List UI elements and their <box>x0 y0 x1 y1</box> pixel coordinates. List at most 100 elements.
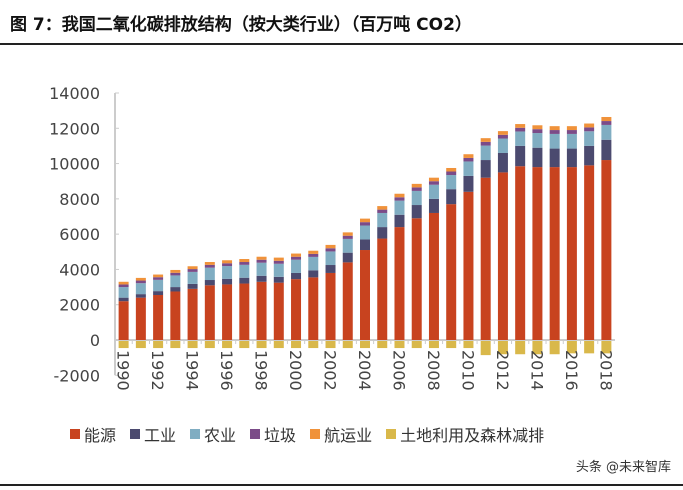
bar-segment-土地利用及森林减排 <box>394 341 405 349</box>
bar-segment-航运业 <box>549 126 560 131</box>
bar-segment-能源 <box>118 301 129 340</box>
bar-segment-土地利用及森林减排 <box>135 341 146 349</box>
title-rule <box>0 43 683 45</box>
bar-segment-能源 <box>325 272 336 340</box>
bar-segment-工业 <box>601 139 612 161</box>
bar-segment-工业 <box>153 291 164 296</box>
y-tick-label: 2000 <box>59 296 100 315</box>
y-tick-label: 12000 <box>49 119 100 138</box>
bar-segment-能源 <box>463 191 474 340</box>
bar-segment-航运业 <box>428 177 439 182</box>
bar-segment-农业 <box>515 131 526 146</box>
bar-segment-能源 <box>273 282 284 340</box>
bar-segment-工业 <box>342 252 353 263</box>
bar-segment-航运业 <box>222 260 233 264</box>
bar-segment-土地利用及森林减排 <box>118 341 129 349</box>
bar-segment-土地利用及森林减排 <box>566 341 577 354</box>
bar-segment-农业 <box>532 133 543 148</box>
bar-segment-工业 <box>325 265 336 273</box>
bar-segment-农业 <box>394 200 405 215</box>
bar-segment-能源 <box>584 165 595 340</box>
bar-segment-能源 <box>515 166 526 340</box>
bar-segment-能源 <box>360 250 370 340</box>
bar-segment-土地利用及森林减排 <box>497 341 508 355</box>
bar-segment-垃圾 <box>394 197 405 201</box>
x-tick-label: 1996 <box>217 350 236 391</box>
bar-segment-航运业 <box>463 154 474 158</box>
bar-segment-工业 <box>463 175 474 192</box>
bar-segment-工业 <box>273 276 284 283</box>
x-tick-label: 1990 <box>114 350 133 391</box>
bar-segment-能源 <box>497 172 508 340</box>
legend-swatch <box>190 429 201 439</box>
y-tick-label: 8000 <box>59 190 100 209</box>
bar-segment-工业 <box>204 280 215 286</box>
bar-segment-能源 <box>480 177 491 340</box>
bar-segment-工业 <box>222 278 233 285</box>
bar-segment-农业 <box>446 175 457 190</box>
bar-segment-农业 <box>170 275 181 288</box>
bar-segment-工业 <box>394 214 405 228</box>
bar-segment-土地利用及森林减排 <box>515 341 526 355</box>
bar-segment-能源 <box>549 167 560 340</box>
bar-segment-垃圾 <box>325 248 336 252</box>
bar-segment-工业 <box>428 198 439 213</box>
y-tick-label: 14000 <box>49 84 100 103</box>
bar-segment-能源 <box>342 262 353 340</box>
bar-segment-能源 <box>135 297 146 340</box>
bar-segment-垃圾 <box>584 127 595 132</box>
bar-segment-工业 <box>187 283 198 289</box>
bar-segment-航运业 <box>480 138 491 142</box>
bar-segment-垃圾 <box>256 259 267 263</box>
bar-segment-农业 <box>187 271 198 284</box>
bar-segment-能源 <box>566 167 577 340</box>
bar-segment-能源 <box>187 288 198 340</box>
bar-segment-土地利用及森林减排 <box>549 341 560 355</box>
bar-segment-农业 <box>428 184 439 199</box>
bar-segment-农业 <box>480 145 491 161</box>
bar-segment-农业 <box>549 133 560 149</box>
bar-segment-工业 <box>118 297 129 302</box>
bottom-rule <box>0 484 683 486</box>
bar-segment-土地利用及森林减排 <box>360 341 370 349</box>
bar-segment-垃圾 <box>118 284 129 288</box>
bar-segment-农业 <box>291 259 302 273</box>
stacked-bar-chart: 14000 12000 10000 8000 6000 4000 2000 0 -2000 199… <box>49 84 615 391</box>
legend-label: 工业 <box>144 426 177 445</box>
bar-segment-工业 <box>584 145 595 166</box>
bar-segment-航运业 <box>532 125 543 130</box>
bar-segment-农业 <box>118 287 129 298</box>
bar-segment-航运业 <box>566 126 577 131</box>
bar-segment-土地利用及森林减排 <box>377 341 388 349</box>
bar-segment-土地利用及森林减排 <box>256 341 267 349</box>
bar-segment-土地利用及森林减排 <box>170 341 181 349</box>
bar-segment-土地利用及森林减排 <box>222 341 233 349</box>
bar-segment-工业 <box>446 189 457 205</box>
legend-swatch <box>310 429 321 439</box>
x-tick-label: 2008 <box>424 350 443 391</box>
bar-segment-工业 <box>497 152 508 173</box>
bar-segment-垃圾 <box>428 181 439 185</box>
x-tick-label: 2012 <box>493 350 512 391</box>
watermark: 头条 @未来智库 <box>575 460 671 475</box>
legend-swatch <box>130 429 141 439</box>
bar-segment-土地利用及森林减排 <box>532 341 543 355</box>
figure-title: 图 7：我国二氧化碳排放结构（按大类行业）（百万吨 CO2） <box>10 15 472 35</box>
bar-segment-航运业 <box>377 206 388 210</box>
bar-segment-垃圾 <box>532 129 543 134</box>
bar-segment-能源 <box>256 281 267 340</box>
bar-segment-能源 <box>153 295 164 340</box>
y-tick-label: 10000 <box>49 155 100 174</box>
bar-segment-农业 <box>566 133 577 149</box>
bar-segment-垃圾 <box>377 209 388 213</box>
legend-label: 土地利用及森林减排 <box>400 426 545 445</box>
bar-segment-航运业 <box>135 277 146 281</box>
bar-segment-垃圾 <box>170 272 181 276</box>
legend-item: 工业 <box>130 422 176 446</box>
y-tick-label: 4000 <box>59 260 100 279</box>
bar-segment-能源 <box>411 218 422 340</box>
bar-segment-农业 <box>377 212 388 228</box>
bar-segment-垃圾 <box>204 264 215 268</box>
bar-segment-垃圾 <box>291 256 302 260</box>
bar-segment-农业 <box>135 283 146 295</box>
